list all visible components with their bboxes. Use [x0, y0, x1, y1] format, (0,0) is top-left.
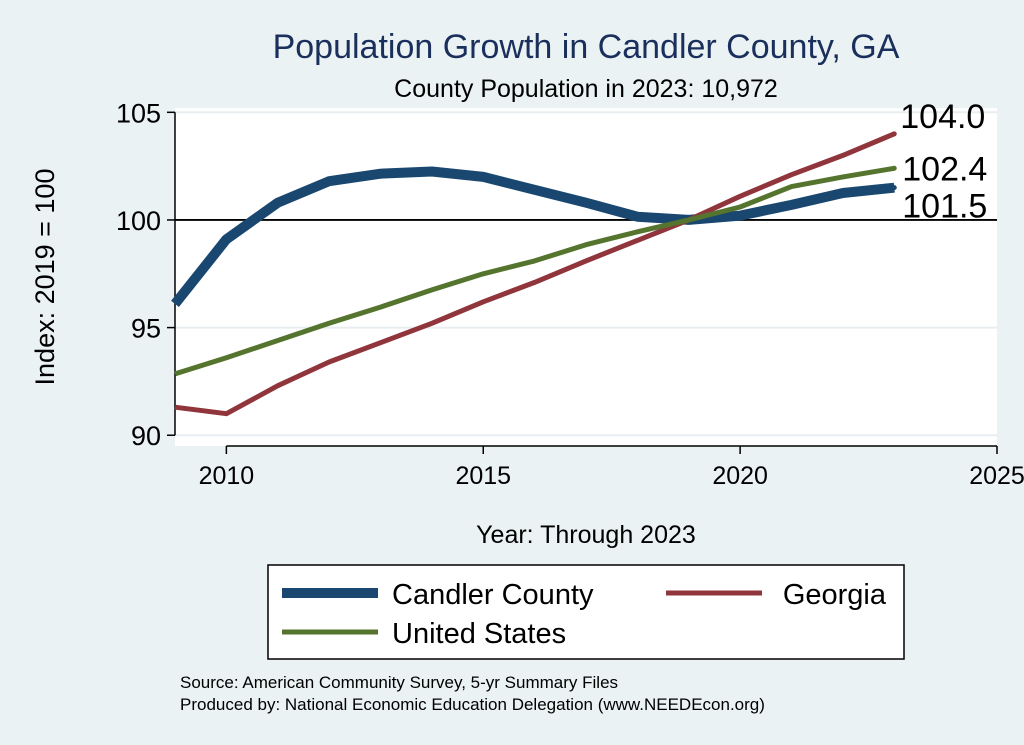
series-line-1	[174, 131, 896, 417]
plot-area	[175, 108, 997, 446]
end-label-2: 102.4	[902, 150, 987, 188]
x-tick-label: 2025	[969, 462, 1024, 490]
end-label-0: 101.5	[902, 188, 987, 226]
series-lines	[171, 131, 897, 417]
legend-label-1: Georgia	[783, 579, 887, 611]
chart-title: Population Growth in Candler County, GA	[273, 28, 900, 66]
source-note: Source: American Community Survey, 5-yr …	[180, 673, 618, 692]
x-axis-label: Year: Through 2023	[476, 521, 696, 549]
x-tick-label: 2015	[455, 462, 511, 490]
legend-label-2: United States	[392, 618, 566, 650]
legend-box	[267, 564, 905, 660]
axes: 90 95 100 105 2010 2015 2020 2025	[116, 98, 1024, 490]
series-line-2	[174, 165, 895, 377]
series-end-point-0	[891, 185, 897, 191]
y-axis-label: Index: 2019 = 100	[30, 169, 60, 386]
y-tick-label: 90	[131, 421, 161, 451]
x-tick-label: 2020	[712, 462, 768, 490]
series-end-point-1	[891, 131, 897, 137]
chart-subtitle: County Population in 2023: 10,972	[394, 75, 778, 103]
series-line-0	[171, 166, 895, 308]
end-labels: 101.5 104.0 102.4	[900, 98, 987, 226]
produced-by-note: Produced by: National Economic Education…	[180, 695, 765, 714]
series-end-point-2	[891, 165, 897, 171]
end-label-1: 104.0	[900, 98, 985, 136]
y-tick-label: 95	[131, 314, 161, 344]
y-tick-label: 100	[116, 206, 161, 236]
y-tick-label: 105	[116, 98, 161, 128]
legend: Candler County Georgia United States	[282, 579, 887, 650]
legend-label-0: Candler County	[392, 579, 594, 611]
x-tick-label: 2010	[199, 462, 255, 490]
